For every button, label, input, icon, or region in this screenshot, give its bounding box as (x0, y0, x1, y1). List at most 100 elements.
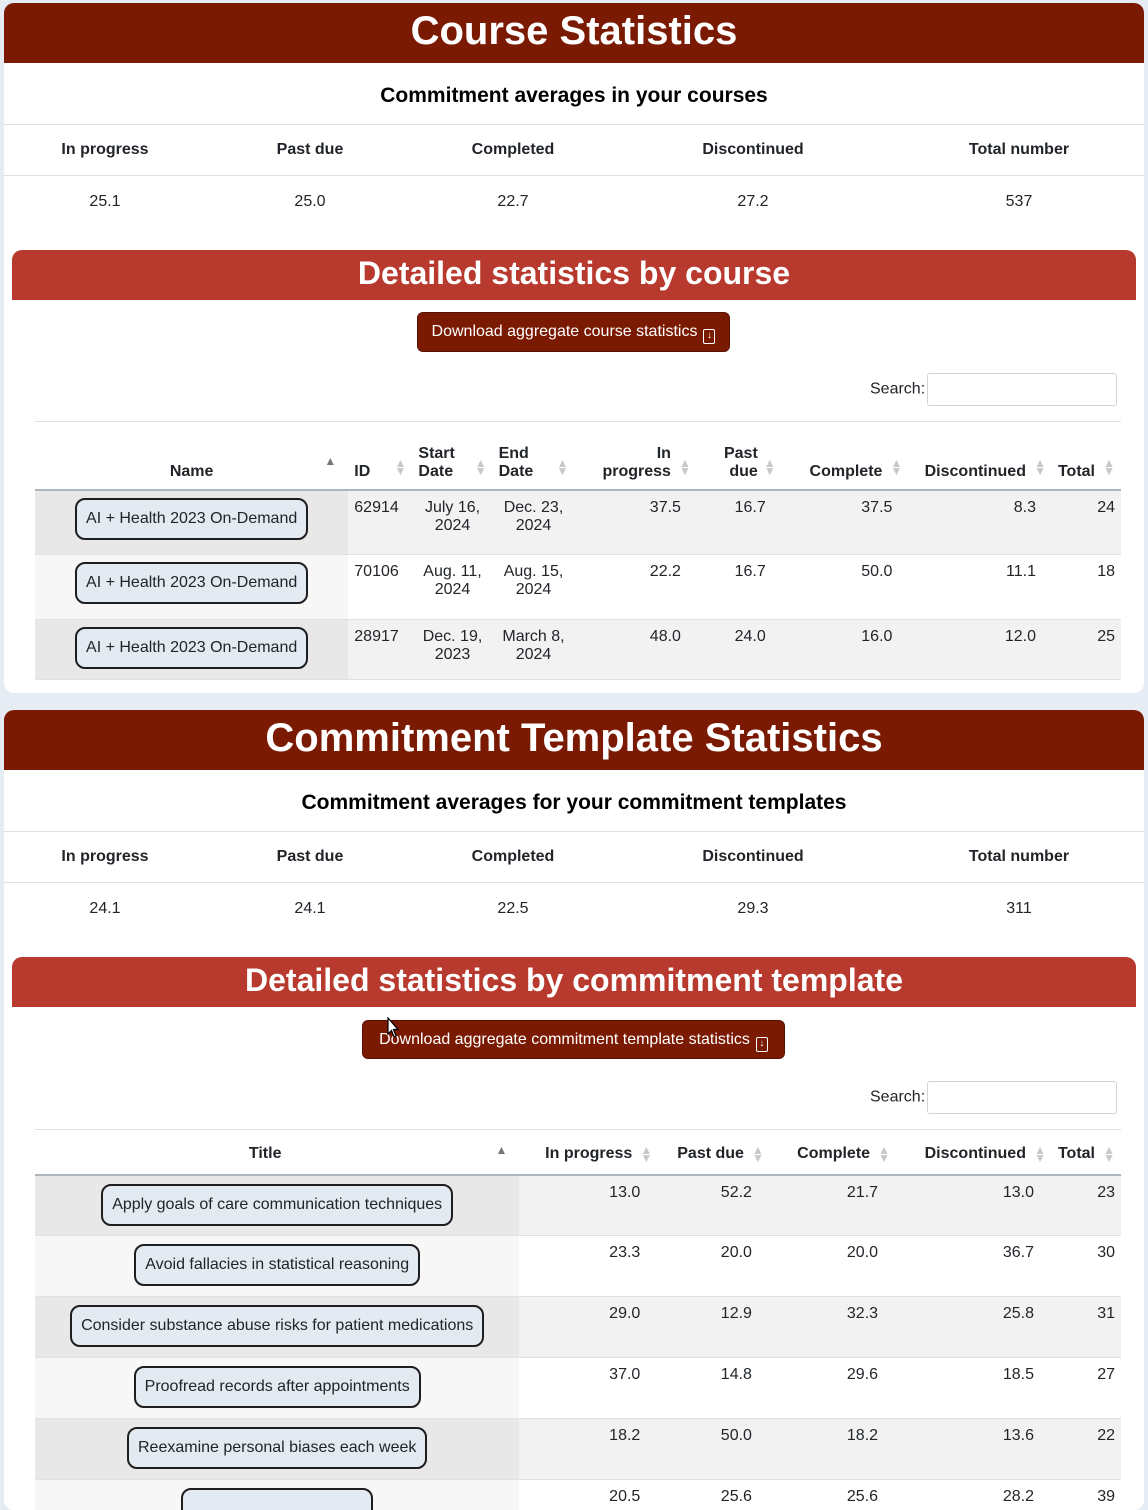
cell-complete: 29.6 (770, 1358, 896, 1419)
avg-header-completed: Completed (414, 125, 612, 176)
cell-discontinued: 18.5 (896, 1358, 1052, 1419)
sort-icon: ▲▼ (752, 1146, 764, 1162)
table-row: AI + Health 2023 On-Demand 28917 Dec. 19… (35, 620, 1121, 680)
page-title: Course Statistics (4, 3, 1144, 59)
course-search-label: Search: (870, 381, 925, 398)
sort-icon: ▲▼ (1034, 459, 1046, 475)
cell-id: 70106 (348, 555, 412, 620)
template-title-button[interactable]: Apply goals of care communication techni… (101, 1184, 453, 1226)
template-search-input[interactable] (927, 1081, 1117, 1114)
avg-value-discontinued: 29.3 (612, 883, 894, 936)
sort-icon: ▲▼ (764, 459, 776, 475)
cell-in-progress: 23.3 (519, 1236, 658, 1297)
col-id[interactable]: ID▲▼ (348, 422, 412, 490)
avg-value-discontinued: 27.2 (612, 176, 894, 229)
cell-in-progress: 20.5 (519, 1480, 658, 1510)
sort-asc-icon: ▲ (495, 1146, 507, 1154)
template-averages-table: In progress Past due Completed Discontin… (4, 831, 1144, 935)
col-in-progress[interactable]: In progress▲▼ (519, 1130, 658, 1175)
avg-value-total: 311 (894, 883, 1144, 936)
col-discontinued[interactable]: Discontinued▲▼ (896, 1130, 1052, 1175)
cell-past-due: 24.0 (697, 620, 782, 680)
cell-in-progress: 13.0 (519, 1175, 658, 1236)
avg-header-in-progress: In progress (4, 125, 206, 176)
course-search-input[interactable] (927, 373, 1117, 406)
template-search: Search: (870, 1081, 1117, 1114)
course-detail-header: Detailed statistics by course (12, 250, 1136, 300)
cell-end-date: Dec. 23,2024 (493, 490, 575, 555)
template-title-button[interactable]: Avoid fallacies in statistical reasoning (134, 1244, 420, 1286)
download-course-stats-button[interactable]: Download aggregate course statistics↓ (417, 312, 730, 352)
avg-header-past-due: Past due (206, 125, 414, 176)
cell-complete: 50.0 (782, 555, 909, 620)
cell-in-progress: 18.2 (519, 1419, 658, 1480)
col-name[interactable]: Name▲ (35, 422, 348, 490)
cell-discontinued: 13.6 (896, 1419, 1052, 1480)
cell-past-due: 20.0 (658, 1236, 770, 1297)
sort-icon: ▲▼ (640, 1146, 652, 1162)
cell-complete: 32.3 (770, 1297, 896, 1358)
cell-id: 62914 (348, 490, 412, 555)
course-statistics-header: Course Statistics (4, 3, 1144, 63)
avg-value-in-progress: 25.1 (4, 176, 206, 229)
cell-in-progress: 48.0 (574, 620, 697, 680)
file-download-icon: ↓ (756, 1037, 768, 1052)
template-statistics-title: Commitment Template Statistics (4, 710, 1144, 766)
course-detail-title: Detailed statistics by course (358, 255, 790, 291)
template-title-button[interactable]: Consider substance abuse risks for patie… (70, 1305, 484, 1347)
cell-start-date: July 16,2024 (412, 490, 492, 555)
cell-complete: 20.0 (770, 1236, 896, 1297)
col-total[interactable]: Total▲▼ (1052, 422, 1121, 490)
table-row: AI + Health 2023 On-Demand 70106 Aug. 11… (35, 555, 1121, 620)
cell-in-progress: 29.0 (519, 1297, 658, 1358)
cell-in-progress: 37.0 (519, 1358, 658, 1419)
template-detail-title: Detailed statistics by commitment templa… (245, 962, 903, 998)
sort-icon: ▲▼ (556, 459, 568, 475)
course-name-button[interactable]: AI + Health 2023 On-Demand (75, 498, 308, 540)
template-statistics-header: Commitment Template Statistics (4, 710, 1144, 770)
template-title-button[interactable]: Reexamine personal biases each week (127, 1427, 427, 1469)
cell-end-date: March 8,2024 (493, 620, 575, 680)
sort-icon: ▲▼ (1103, 1146, 1115, 1162)
cell-discontinued: 13.0 (896, 1175, 1052, 1236)
course-name-button[interactable]: AI + Health 2023 On-Demand (75, 562, 308, 604)
avg-value-in-progress: 24.1 (4, 883, 206, 936)
avg-header-discontinued: Discontinued (612, 832, 894, 883)
download-template-stats-button[interactable]: Download aggregate commitment template s… (362, 1020, 785, 1059)
col-discontinued[interactable]: Discontinued▲▼ (908, 422, 1052, 490)
cell-total: 39 (1052, 1480, 1121, 1510)
course-name-button[interactable]: AI + Health 2023 On-Demand (75, 627, 308, 669)
col-past-due[interactable]: Past due▲▼ (658, 1130, 770, 1175)
table-row: 20.5 25.6 25.6 28.2 39 (35, 1480, 1121, 1510)
cell-start-date: Aug. 11,2024 (412, 555, 492, 620)
avg-header-in-progress: In progress (4, 832, 206, 883)
cell-start-date: Dec. 19,2023 (412, 620, 492, 680)
mouse-pointer-icon (385, 1017, 401, 1041)
template-statistics-card: Commitment Template Statistics Commitmen… (4, 710, 1144, 1510)
cell-in-progress: 22.2 (574, 555, 697, 620)
avg-value-past-due: 25.0 (206, 176, 414, 229)
cell-end-date: Aug. 15,2024 (493, 555, 575, 620)
cell-past-due: 14.8 (658, 1358, 770, 1419)
col-title[interactable]: Title▲ (35, 1130, 519, 1175)
col-total[interactable]: Total▲▼ (1052, 1130, 1121, 1175)
col-complete[interactable]: Complete▲▼ (770, 1130, 896, 1175)
avg-header-past-due: Past due (206, 832, 414, 883)
download-template-stats-label: Download aggregate commitment template s… (379, 1031, 750, 1048)
avg-header-total: Total number (894, 125, 1144, 176)
template-title-button[interactable] (181, 1488, 373, 1510)
cell-past-due: 16.7 (697, 555, 782, 620)
sort-icon: ▲▼ (878, 1146, 890, 1162)
template-title-button[interactable]: Proofread records after appointments (134, 1366, 421, 1408)
cell-discontinued: 8.3 (908, 490, 1052, 555)
sort-icon: ▲▼ (679, 459, 691, 475)
col-complete[interactable]: Complete▲▼ (782, 422, 909, 490)
course-averages-table: In progress Past due Completed Discontin… (4, 124, 1144, 228)
cell-total: 27 (1052, 1358, 1121, 1419)
download-course-stats-label: Download aggregate course statistics (432, 323, 698, 340)
cell-past-due: 16.7 (697, 490, 782, 555)
